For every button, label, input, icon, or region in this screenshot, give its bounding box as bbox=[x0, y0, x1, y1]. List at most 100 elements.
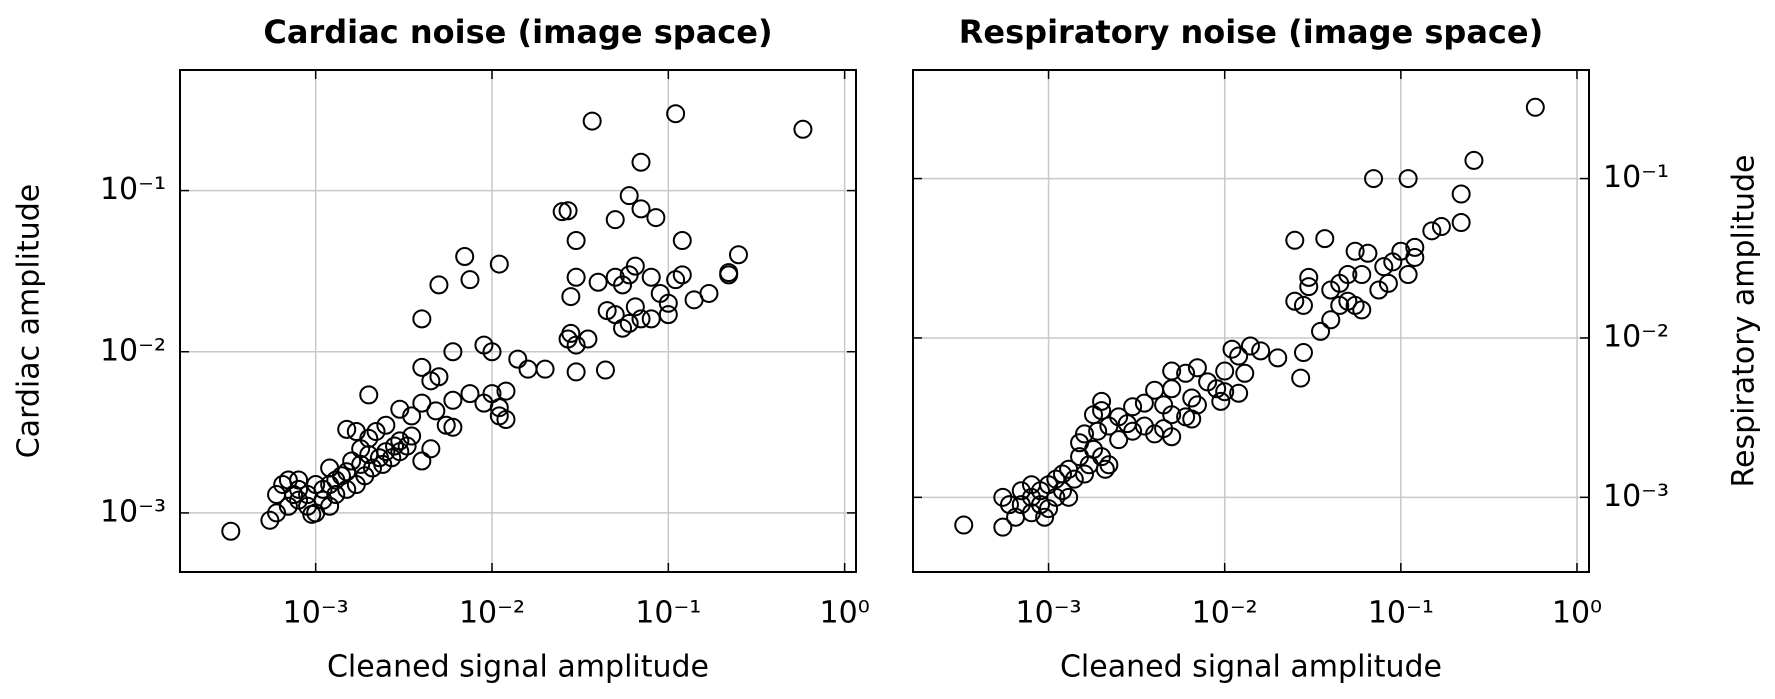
y-tick-label: 10⁻¹ bbox=[1603, 160, 1669, 195]
point bbox=[954, 515, 974, 535]
point bbox=[1187, 358, 1207, 378]
point bbox=[359, 428, 379, 448]
point bbox=[625, 297, 645, 317]
point bbox=[397, 436, 417, 456]
point bbox=[582, 111, 602, 131]
point bbox=[728, 245, 748, 265]
point bbox=[320, 496, 340, 516]
point bbox=[999, 495, 1019, 515]
point bbox=[588, 272, 608, 292]
point bbox=[1240, 336, 1260, 356]
point bbox=[1321, 280, 1341, 300]
point bbox=[508, 349, 528, 369]
x-axis-label: Cleaned signal amplitude bbox=[1060, 650, 1442, 685]
point bbox=[443, 417, 463, 437]
point bbox=[566, 362, 586, 382]
point bbox=[558, 201, 578, 221]
point bbox=[443, 342, 463, 362]
point bbox=[641, 309, 661, 329]
y-tick-label: 10⁻² bbox=[1603, 319, 1669, 354]
plot-frame bbox=[912, 69, 1590, 573]
point bbox=[619, 313, 639, 333]
point bbox=[535, 359, 555, 379]
plot-frame bbox=[179, 69, 857, 573]
point bbox=[362, 458, 382, 478]
x-tick-label: 10⁰ bbox=[820, 596, 870, 631]
point bbox=[566, 231, 586, 251]
x-axis-label: Cleaned signal amplitude bbox=[327, 650, 709, 685]
point bbox=[412, 309, 432, 329]
point bbox=[1451, 184, 1471, 204]
point bbox=[1229, 383, 1249, 403]
point bbox=[1431, 217, 1451, 237]
point bbox=[1525, 97, 1545, 117]
y-axis-label: Cardiac amplitude bbox=[12, 184, 47, 459]
point bbox=[1176, 363, 1196, 383]
point bbox=[278, 496, 298, 516]
point bbox=[1291, 368, 1311, 388]
point bbox=[284, 485, 304, 505]
point bbox=[1207, 379, 1227, 399]
y-axis-label: Respiratory amplitude bbox=[1727, 154, 1762, 487]
point bbox=[1021, 503, 1041, 523]
point bbox=[1099, 455, 1119, 475]
point bbox=[1229, 346, 1249, 366]
point bbox=[429, 275, 449, 295]
point bbox=[1358, 243, 1378, 263]
point bbox=[1145, 380, 1165, 400]
point bbox=[1464, 150, 1484, 170]
point bbox=[1182, 388, 1202, 408]
point bbox=[1311, 321, 1331, 341]
x-tick-label: 10⁰ bbox=[1552, 596, 1602, 631]
point bbox=[666, 270, 686, 290]
y-tick-label: 10⁻³ bbox=[1603, 479, 1669, 514]
point bbox=[1059, 487, 1079, 507]
point bbox=[578, 329, 598, 349]
point bbox=[1162, 379, 1182, 399]
point bbox=[412, 393, 432, 413]
point bbox=[489, 398, 509, 418]
point bbox=[260, 510, 280, 530]
chart-title: Cardiac noise (image space) bbox=[263, 13, 772, 51]
point bbox=[489, 406, 509, 426]
point bbox=[412, 451, 432, 471]
point bbox=[1315, 229, 1335, 249]
point bbox=[390, 399, 410, 419]
point bbox=[650, 283, 670, 303]
x-tick-label: 10⁻³ bbox=[1016, 596, 1082, 631]
point bbox=[337, 419, 357, 439]
point bbox=[412, 357, 432, 377]
y-tick-label: 10⁻³ bbox=[100, 494, 166, 529]
point bbox=[1369, 280, 1389, 300]
point bbox=[1075, 424, 1095, 444]
point bbox=[631, 309, 651, 329]
point bbox=[443, 390, 463, 410]
point bbox=[605, 267, 625, 287]
point bbox=[518, 359, 538, 379]
point bbox=[1222, 339, 1242, 359]
point bbox=[489, 254, 509, 274]
point bbox=[1211, 391, 1231, 411]
point bbox=[402, 406, 422, 426]
point bbox=[1398, 169, 1418, 189]
point bbox=[1123, 397, 1143, 417]
point bbox=[1064, 469, 1084, 489]
point bbox=[342, 451, 362, 471]
point bbox=[1378, 273, 1398, 293]
point bbox=[482, 342, 502, 362]
point bbox=[1299, 277, 1319, 297]
point bbox=[1162, 405, 1182, 425]
point bbox=[558, 329, 578, 349]
point bbox=[496, 381, 516, 401]
point bbox=[672, 231, 692, 251]
point bbox=[1123, 421, 1143, 441]
point bbox=[619, 186, 639, 206]
point bbox=[1070, 447, 1090, 467]
point bbox=[1095, 459, 1115, 479]
point bbox=[421, 371, 441, 391]
point bbox=[1162, 427, 1182, 447]
point bbox=[359, 385, 379, 405]
point bbox=[646, 208, 666, 228]
point bbox=[1293, 295, 1313, 315]
point bbox=[1099, 416, 1119, 436]
